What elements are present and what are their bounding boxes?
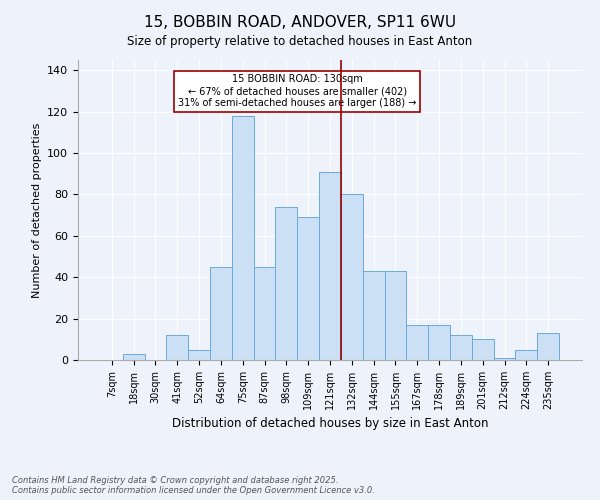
Bar — [188, 350, 210, 360]
X-axis label: Distribution of detached houses by size in East Anton: Distribution of detached houses by size … — [172, 418, 488, 430]
Bar — [406, 325, 428, 360]
Bar — [428, 325, 450, 360]
Bar — [166, 335, 188, 360]
Bar — [254, 267, 275, 360]
Bar — [123, 354, 145, 360]
Bar — [385, 271, 406, 360]
Bar — [232, 116, 254, 360]
Text: Size of property relative to detached houses in East Anton: Size of property relative to detached ho… — [127, 35, 473, 48]
Text: 15 BOBBIN ROAD: 130sqm
← 67% of detached houses are smaller (402)
31% of semi-de: 15 BOBBIN ROAD: 130sqm ← 67% of detached… — [178, 74, 416, 108]
Bar — [450, 335, 472, 360]
Text: Contains HM Land Registry data © Crown copyright and database right 2025.
Contai: Contains HM Land Registry data © Crown c… — [12, 476, 375, 495]
Bar — [275, 207, 297, 360]
Text: 15, BOBBIN ROAD, ANDOVER, SP11 6WU: 15, BOBBIN ROAD, ANDOVER, SP11 6WU — [144, 15, 456, 30]
Bar — [210, 267, 232, 360]
Bar — [472, 340, 494, 360]
Bar — [341, 194, 363, 360]
Bar — [494, 358, 515, 360]
Bar — [515, 350, 537, 360]
Y-axis label: Number of detached properties: Number of detached properties — [32, 122, 41, 298]
Bar — [537, 333, 559, 360]
Bar — [319, 172, 341, 360]
Bar — [297, 217, 319, 360]
Bar — [363, 271, 385, 360]
